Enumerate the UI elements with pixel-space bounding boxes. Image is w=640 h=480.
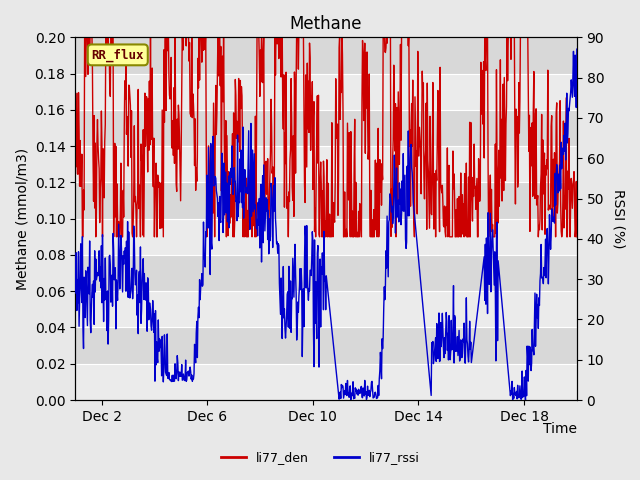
Bar [75,219,577,255]
Bar [75,73,577,110]
Y-axis label: RSSI (%): RSSI (%) [611,189,625,249]
Y-axis label: Methane (mmol/m3): Methane (mmol/m3) [15,148,29,290]
X-axis label: Time: Time [543,422,577,436]
Legend: li77_den, li77_rssi: li77_den, li77_rssi [216,446,424,469]
Text: RR_flux: RR_flux [92,48,144,61]
Title: Methane: Methane [290,15,362,33]
Bar [75,291,577,327]
Bar [75,364,577,400]
Bar [75,146,577,182]
